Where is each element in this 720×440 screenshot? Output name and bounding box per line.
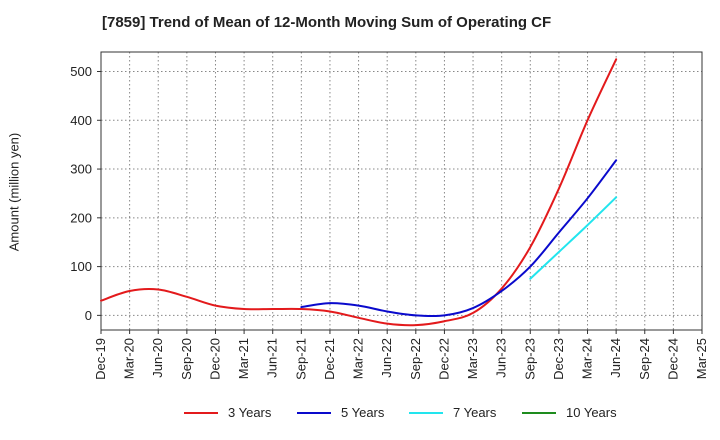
- x-tick-label: Mar-23: [465, 338, 480, 379]
- x-tick-label: Dec-22: [436, 338, 451, 380]
- x-tick-label: Sep-21: [293, 338, 308, 380]
- y-tick-label: 200: [70, 210, 92, 225]
- legend: 3 Years 5 Years 7 Years 10 Years: [0, 405, 720, 425]
- x-tick-label: Sep-23: [522, 338, 537, 380]
- x-tick-label: Dec-23: [551, 338, 566, 380]
- legend-swatch: [297, 411, 331, 414]
- x-tick-label: Jun-22: [379, 338, 394, 378]
- x-tick-label: Sep-24: [637, 338, 652, 380]
- x-tick-label: Jun-24: [608, 338, 623, 378]
- x-tick-label: Sep-20: [179, 338, 194, 380]
- x-tick-label: Jun-21: [265, 338, 280, 378]
- x-tick-label: Dec-21: [322, 338, 337, 380]
- legend-label: 7 Years: [453, 405, 497, 420]
- x-tick-labels: Dec-19 Mar-20 Jun-20 Sep-20 Dec-20 Mar-21 Jun-…: [93, 330, 709, 380]
- x-tick-label: Mar-21: [236, 338, 251, 379]
- x-tick-label: Mar-20: [122, 338, 137, 379]
- x-tick-label: Sep-22: [408, 338, 423, 380]
- y-tick-label: 300: [70, 162, 92, 177]
- y-tick-label: 0: [85, 308, 92, 323]
- y-tick-label: 500: [70, 64, 92, 79]
- series-line-5-years: [300, 159, 618, 318]
- series-line-3-years: [100, 58, 618, 327]
- legend-label: 10 Years: [566, 405, 617, 420]
- legend-swatch: [409, 411, 443, 414]
- legend-label: 5 Years: [341, 405, 385, 420]
- plot-frame: [100, 51, 703, 331]
- legend-item-5-years: 5 Years: [297, 405, 384, 420]
- series-layer: [100, 58, 618, 327]
- grid-layer: [101, 52, 702, 330]
- y-tick-labels: 0 100 200 300 400 500: [70, 64, 101, 323]
- series-line-7-years: [529, 196, 618, 280]
- x-tick-label: Jun-20: [150, 338, 165, 378]
- y-tick-label: 100: [70, 259, 92, 274]
- x-tick-label: Mar-25: [694, 338, 709, 379]
- legend-label: 3 Years: [228, 405, 272, 420]
- x-tick-label: Mar-22: [351, 338, 366, 379]
- x-tick-label: Dec-19: [93, 338, 108, 380]
- legend-item-10-years: 10 Years: [522, 405, 617, 420]
- x-tick-label: Dec-24: [665, 338, 680, 380]
- legend-swatch: [184, 411, 218, 414]
- y-tick-label: 400: [70, 113, 92, 128]
- x-tick-label: Dec-20: [207, 338, 222, 380]
- legend-item-7-years: 7 Years: [409, 405, 496, 420]
- x-tick-label: Jun-23: [494, 338, 509, 378]
- chart-title: [7859] Trend of Mean of 12-Month Moving …: [102, 14, 552, 31]
- x-tick-label: Mar-24: [580, 338, 595, 379]
- legend-swatch: [522, 411, 556, 414]
- legend-item-3-years: 3 Years: [184, 405, 271, 420]
